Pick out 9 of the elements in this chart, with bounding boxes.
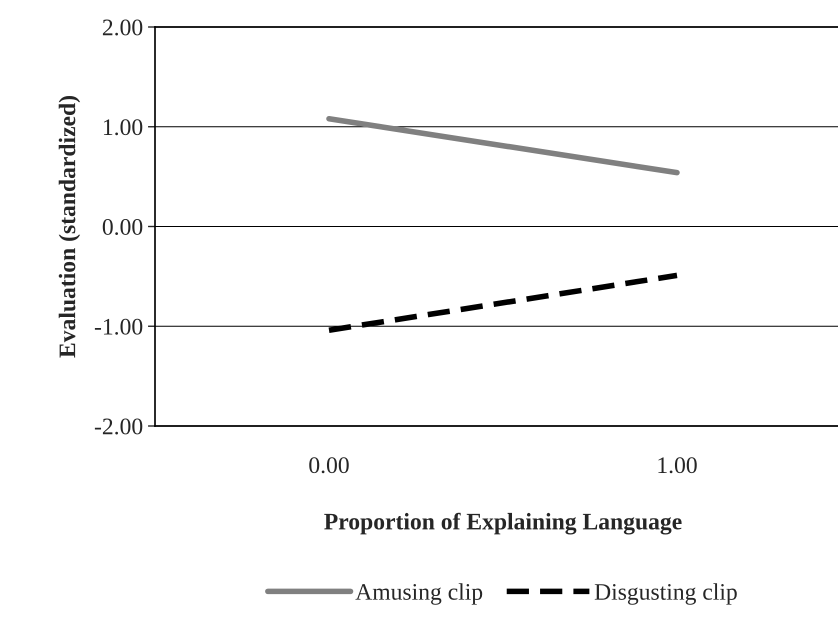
y-axis-title: Evaluation (standardized) xyxy=(58,96,80,358)
y-tick-label: 2.00 xyxy=(102,19,142,36)
legend-label: Disgusting clip xyxy=(594,583,737,605)
y-tick-label: -1.00 xyxy=(94,318,142,335)
y-tick-label: 0.00 xyxy=(102,218,142,236)
y-tick-label: 1.00 xyxy=(104,119,142,136)
x-axis-title: Proportion of Explaining Language xyxy=(324,512,682,535)
y-tick-label: -2.00 xyxy=(94,418,142,435)
legend-label: Amusing clip xyxy=(355,583,482,605)
